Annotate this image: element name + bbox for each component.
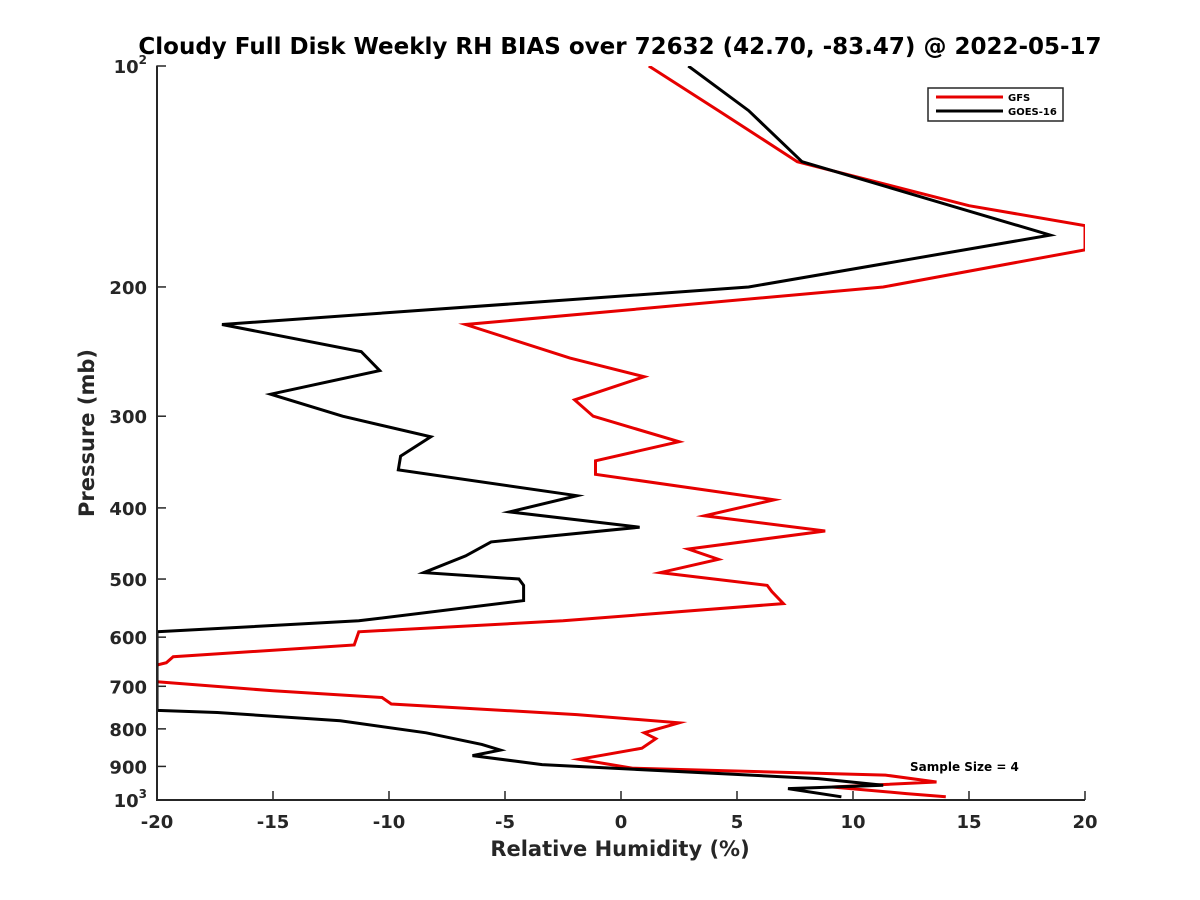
y-tick-label: 700 [109,677,147,698]
y-tick-label: 200 [109,278,147,299]
series-line-goes-16 [157,66,1057,799]
x-tick-label: -10 [373,812,406,833]
y-tick-label: 800 [109,720,147,741]
x-tick-label: -15 [257,812,290,833]
legend-label: GFS [1008,93,1030,104]
y-tick-label: 500 [109,570,147,591]
y-tick-label: 102 [114,53,147,78]
chart-title: Cloudy Full Disk Weekly RH BIAS over 726… [138,34,1101,60]
y-axis-label: Pressure (mb) [75,349,99,517]
plot-series [157,66,1085,799]
x-tick-label: 15 [956,812,981,833]
y-tick-label: 900 [109,757,147,778]
x-tick-label: 0 [615,812,628,833]
x-tick-label: 10 [840,812,865,833]
y-tick-label: 103 [114,787,147,812]
x-axis-ticks: -20 -15 -10 -5 0 5 10 15 20 [141,791,1098,833]
y-tick-label: 300 [109,407,147,428]
x-axis-label: Relative Humidity (%) [490,837,749,861]
y-axis-ticks: 102 200 300 400 500 600 700 800 900 103 [109,53,166,812]
x-tick-label: -20 [141,812,174,833]
x-tick-label: 20 [1072,812,1097,833]
y-tick-label: 400 [109,499,147,520]
sample-size-annotation: Sample Size = 4 [910,760,1019,774]
series-line-gfs [157,66,1085,799]
x-tick-label: 5 [731,812,744,833]
x-tick-label: -5 [495,812,515,833]
legend: GFS GOES-16 [927,87,1064,122]
legend-label: GOES-16 [1008,107,1057,118]
y-tick-label: 600 [109,628,147,649]
legend-box [927,87,1064,122]
